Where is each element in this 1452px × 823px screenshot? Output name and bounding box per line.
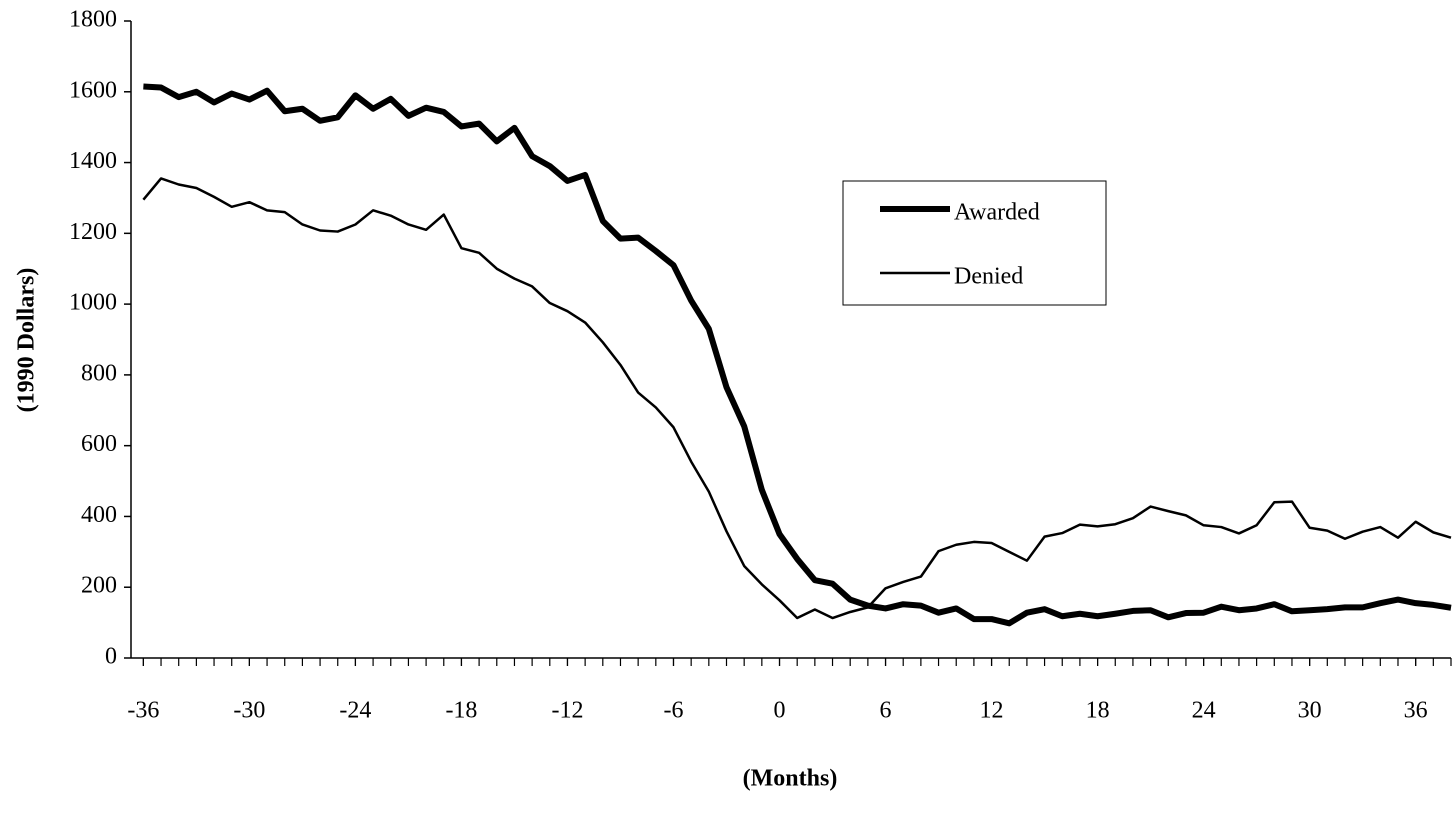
x-tick-label: 18 (1086, 698, 1110, 724)
x-tick-label: -36 (127, 698, 159, 724)
legend-label: Denied (954, 264, 1023, 290)
legend-box (842, 180, 1107, 306)
x-axis-label: (Months) (743, 766, 838, 792)
series-line (143, 83, 1452, 627)
y-tick-label: 1800 (69, 7, 117, 33)
y-tick-label: 400 (81, 502, 117, 528)
x-tick-label: -30 (233, 698, 265, 724)
y-tick-label: 600 (81, 431, 117, 457)
x-tick-label: 0 (774, 698, 786, 724)
x-tick-label: -12 (551, 698, 583, 724)
y-tick-label: 0 (105, 644, 117, 670)
y-tick-label: 1000 (69, 290, 117, 316)
y-axis-label: (1990 Dollars) (14, 268, 40, 413)
y-tick-label: 1400 (69, 148, 117, 174)
x-tick-label: -6 (663, 698, 683, 724)
y-tick-label: 1200 (69, 219, 117, 245)
x-tick-label: 36 (1404, 698, 1428, 724)
x-tick-label: -24 (339, 698, 371, 724)
y-tick-label: 800 (81, 360, 117, 386)
x-tick-label: 24 (1192, 698, 1216, 724)
x-tick-label: 6 (880, 698, 892, 724)
legend-label: Awarded (954, 200, 1040, 226)
series-line (142, 177, 1452, 620)
y-tick-label: 1600 (69, 77, 117, 103)
y-tick-label: 200 (81, 573, 117, 599)
x-tick-label: -18 (445, 698, 477, 724)
x-tick-label: 12 (980, 698, 1004, 724)
x-tick-label: 30 (1298, 698, 1322, 724)
